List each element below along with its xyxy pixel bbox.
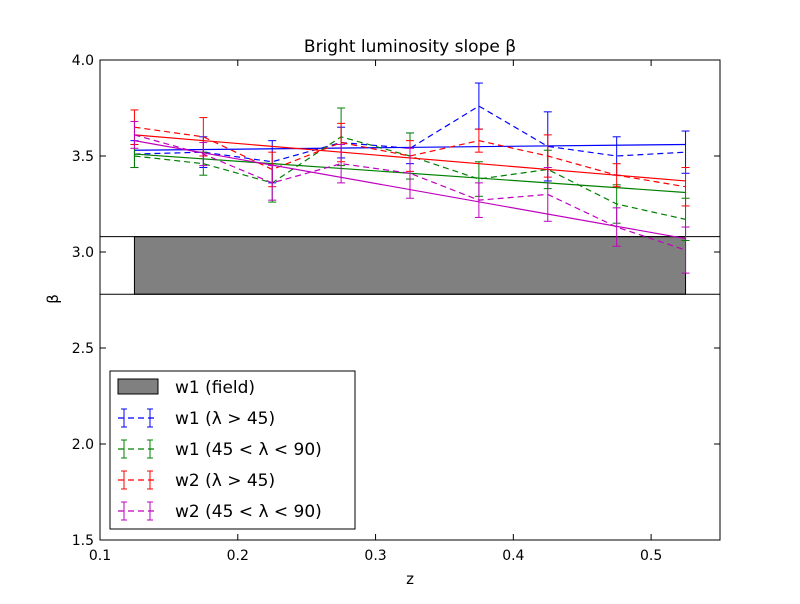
legend-entry-series-1: w1 (λ > 45) [118, 408, 275, 429]
legend-entry-series-2: w1 (45 < λ < 90) [118, 439, 322, 460]
x-tick-label: 0.5 [640, 548, 662, 564]
legend-label-series-4: w2 (45 < λ < 90) [175, 502, 322, 522]
error-bar-series-4 [612, 207, 621, 247]
error-bar-series-3 [681, 167, 690, 207]
field-band [133, 236, 687, 295]
error-bar-series-4 [337, 143, 346, 184]
y-tick-label: 3.5 [72, 149, 94, 165]
plot-frame [99, 59, 721, 541]
x-tick-label: 0.2 [227, 548, 249, 564]
error-bar-series-3 [474, 128, 483, 153]
error-bar-series-4 [268, 165, 277, 201]
error-bar-series-4 [130, 120, 139, 149]
legend-box [109, 370, 356, 530]
series-4 [130, 120, 690, 274]
x-tick-label: 0.4 [502, 548, 524, 564]
error-bar-series-4 [406, 147, 414, 199]
error-bar-series-4 [199, 142, 208, 167]
data-line-series-1 [134, 105, 686, 163]
x-axis-label: z [406, 570, 414, 588]
y-tick-label: 4.0 [72, 53, 94, 69]
y-axis-label: β [44, 294, 62, 304]
legend-label-series-2: w1 (45 < λ < 90) [175, 440, 322, 460]
error-bar-series-1 [474, 82, 483, 130]
data-line-series-3 [134, 126, 686, 188]
x-tick-label: 0.1 [89, 548, 111, 564]
error-bar-series-4 [543, 167, 552, 222]
error-bar-series-4 [681, 226, 690, 274]
legend-label-field: w1 (field) [175, 378, 255, 398]
y-tick-label: 3.0 [72, 245, 94, 261]
data-line-series-4 [134, 134, 686, 251]
chart-title: Bright luminosity slope β [304, 37, 516, 57]
x-tick-label: 0.3 [364, 548, 386, 564]
y-tick-label: 1.5 [72, 533, 94, 549]
legend-entry-series-4: w2 (45 < λ < 90) [118, 501, 322, 522]
error-bar-series-4 [474, 182, 483, 218]
legend-label-series-1: w1 (λ > 45) [175, 409, 275, 429]
legend-label-series-3: w2 (λ > 45) [175, 471, 275, 491]
legend-swatch-field [117, 378, 159, 395]
legend: w1 (field) w1 (λ > 45) w1 (45 < λ < 90) w2 … [109, 370, 356, 530]
legend-entry-series-3: w2 (λ > 45) [118, 470, 275, 491]
y-tick-label: 2.5 [72, 341, 94, 357]
error-bar-series-3 [612, 163, 621, 188]
y-tick-label: 2.0 [72, 437, 94, 453]
